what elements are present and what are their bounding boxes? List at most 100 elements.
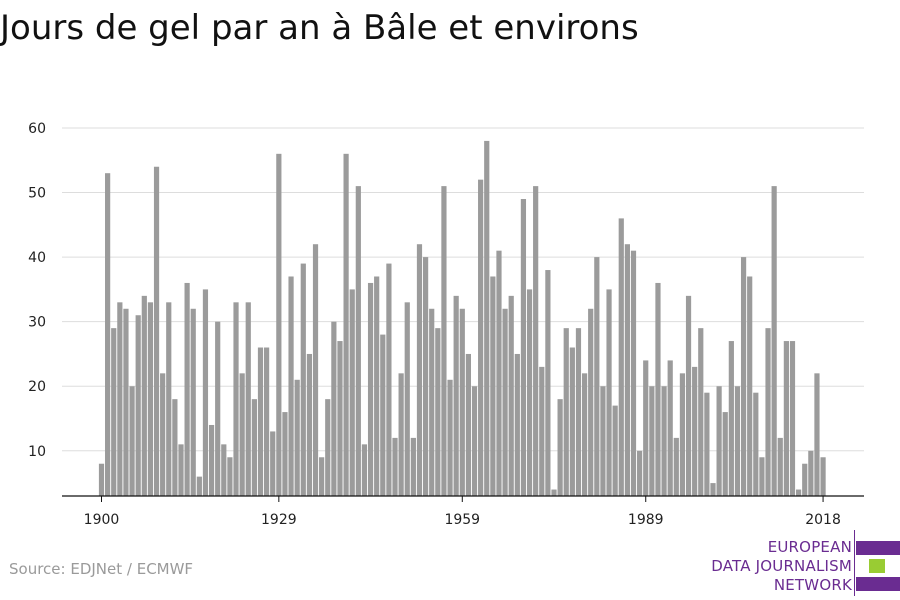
x-tick-label: 2018	[805, 512, 841, 528]
logo-bar-green	[869, 559, 885, 573]
bar	[618, 218, 624, 496]
y-tick-label: 60	[28, 121, 46, 137]
bar	[820, 457, 826, 496]
bar	[667, 360, 673, 496]
bar	[563, 328, 569, 496]
bar	[129, 386, 135, 496]
bar	[410, 437, 416, 496]
bar	[692, 366, 698, 496]
y-tick-label: 10	[28, 444, 46, 460]
bar	[160, 373, 166, 496]
bar	[264, 347, 270, 496]
bar	[441, 186, 447, 497]
bar	[484, 140, 490, 496]
bar	[435, 328, 441, 496]
bar	[526, 289, 533, 496]
bar	[545, 270, 551, 496]
bar	[765, 328, 771, 496]
bar	[783, 341, 789, 496]
bar	[404, 302, 410, 496]
bar	[673, 437, 679, 496]
x-tick-label: 1959	[444, 512, 480, 528]
bar	[190, 308, 196, 496]
bar	[520, 199, 527, 496]
bar	[172, 399, 178, 496]
y-axis-labels: 10 20 30 40 50 60	[28, 121, 46, 460]
logo-divider	[854, 530, 855, 596]
bar	[416, 244, 423, 496]
bar	[734, 386, 741, 496]
logo-line-3: NETWORK	[773, 576, 852, 594]
bar	[141, 295, 147, 496]
bar	[361, 444, 368, 496]
bar	[331, 321, 337, 496]
bar	[147, 302, 154, 496]
bar	[184, 282, 190, 496]
bar	[698, 328, 704, 496]
bar	[447, 379, 453, 496]
bar	[728, 341, 734, 496]
bar	[679, 373, 686, 496]
bar	[166, 302, 172, 496]
y-tick-label: 20	[28, 379, 46, 395]
bar	[624, 244, 630, 496]
bar	[117, 302, 123, 496]
bar	[551, 489, 557, 496]
y-tick-label: 40	[28, 250, 46, 266]
bar	[429, 308, 435, 496]
logo-bar-purple-bottom	[856, 577, 900, 591]
bar	[643, 360, 649, 496]
bar	[233, 302, 239, 496]
bar	[716, 386, 722, 496]
bar	[753, 392, 759, 496]
bar	[661, 386, 667, 496]
bar	[380, 334, 386, 496]
bar	[337, 341, 343, 496]
logo-line-1: EUROPEAN	[767, 538, 852, 556]
bar	[759, 457, 765, 496]
bar	[270, 431, 276, 496]
bar	[508, 295, 514, 496]
bar	[465, 353, 471, 496]
bar	[123, 308, 129, 496]
bar	[710, 483, 716, 496]
bar	[637, 450, 643, 496]
bar	[771, 186, 777, 497]
bar	[221, 444, 227, 496]
bar	[514, 353, 520, 496]
bar	[453, 295, 459, 496]
bar	[533, 186, 539, 497]
bar	[111, 328, 117, 496]
bar	[581, 373, 588, 496]
logo-bar-purple-top	[856, 541, 900, 555]
bar	[386, 263, 392, 496]
bar	[349, 289, 355, 496]
x-tick-label: 1989	[628, 512, 664, 528]
bar	[306, 353, 313, 496]
bar	[612, 405, 618, 496]
bar	[777, 437, 783, 496]
bar	[153, 166, 160, 497]
bar	[398, 373, 404, 496]
logo-line-2: DATA JOURNALISM	[711, 557, 852, 575]
bar	[808, 450, 814, 496]
bar	[704, 392, 710, 496]
bar	[747, 276, 753, 496]
bar	[802, 463, 808, 496]
bar	[374, 276, 380, 496]
edjnet-logo: EUROPEAN DATA JOURNALISM NETWORK	[700, 530, 900, 596]
bar	[98, 463, 105, 496]
bar	[355, 186, 361, 497]
bar	[227, 457, 233, 496]
x-tick-label: 1900	[84, 512, 120, 528]
bar	[796, 489, 802, 496]
bar	[685, 295, 692, 496]
bars	[98, 140, 826, 497]
bar	[196, 476, 202, 496]
bar	[594, 257, 600, 496]
bar	[740, 257, 747, 496]
bar	[588, 308, 594, 496]
bar	[282, 412, 288, 496]
bar	[276, 153, 282, 496]
